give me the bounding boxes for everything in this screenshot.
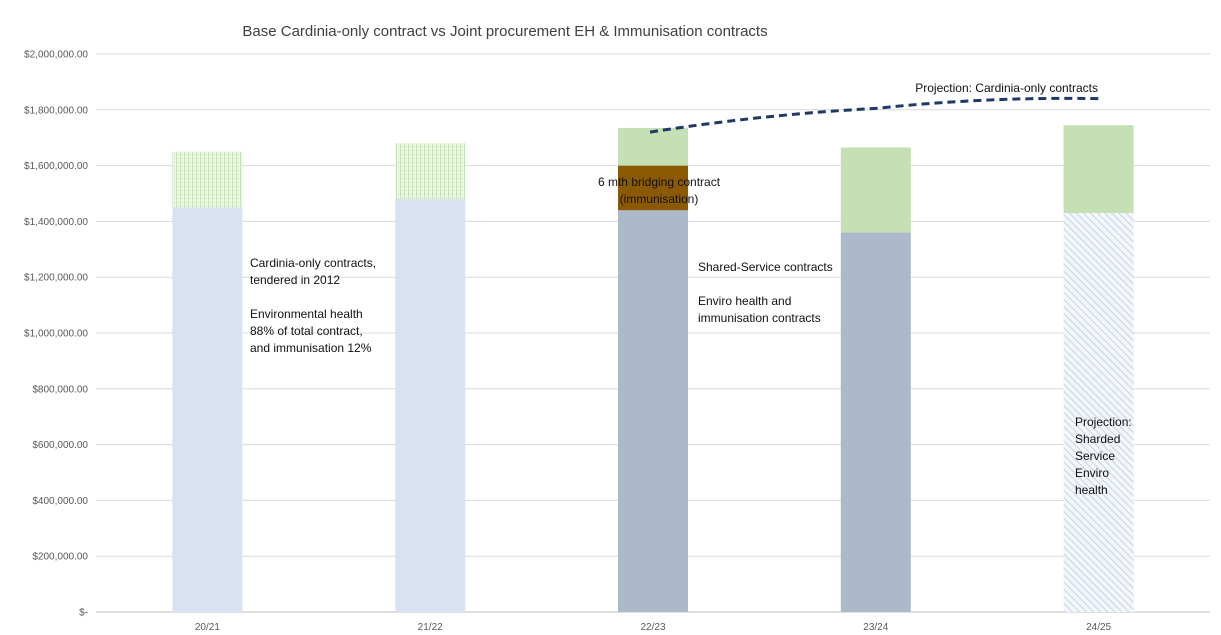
y-tick-label: $1,800,000.00 <box>24 105 88 116</box>
annotation-line: health <box>1075 483 1108 497</box>
annotation-line <box>250 290 253 304</box>
annotation-line: and immunisation 12% <box>250 341 372 355</box>
annotation-line: Shared-Service contracts <box>698 260 833 274</box>
annotation-shared-service: Shared-Service contracts Enviro health a… <box>698 260 833 325</box>
x-tick-label: 20/21 <box>195 622 220 633</box>
chart-title: Base Cardinia-only contract vs Joint pro… <box>242 23 767 40</box>
x-axis-tick-labels: 20/21 21/22 22/23 23/24 24/25 <box>195 622 1112 633</box>
y-tick-label: $200,000.00 <box>32 552 88 563</box>
annotation-line: 88% of total contract, <box>250 324 363 338</box>
bar-segment <box>841 147 911 232</box>
x-tick-label: 22/23 <box>640 622 665 633</box>
annotation-line: (immunisation) <box>620 192 699 206</box>
annotation-line: Projection: Cardinia-only contracts <box>915 81 1098 95</box>
annotation-line: tendered in 2012 <box>250 273 340 287</box>
bar-segment <box>618 210 688 612</box>
bar-segment <box>172 152 242 208</box>
annotation-line: Projection: <box>1075 415 1132 429</box>
y-tick-label: $1,400,000.00 <box>24 217 88 228</box>
bar-segment <box>172 207 242 612</box>
y-tick-label: $1,000,000.00 <box>24 329 88 340</box>
y-axis-tick-labels: $- $200,000.00 $400,000.00 $600,000.00 $800,… <box>24 50 88 619</box>
annotation-line: 6 mth bridging contract <box>598 175 721 189</box>
x-tick-label: 21/22 <box>418 622 443 633</box>
y-tick-label: $800,000.00 <box>32 384 88 395</box>
bar-segment <box>618 128 688 166</box>
x-tick-label: 24/25 <box>1086 622 1111 633</box>
y-tick-label: $1,200,000.00 <box>24 273 88 284</box>
bar-segment <box>841 233 911 612</box>
annotation-line: Enviro <box>1075 466 1109 480</box>
y-tick-label: $2,000,000.00 <box>24 50 88 61</box>
annotation-line: Sharded <box>1075 432 1120 446</box>
projection-line <box>650 98 1099 132</box>
bar-segment <box>1064 125 1134 213</box>
annotation-cardinia-only: Cardinia-only contracts, tendered in 2012… <box>250 256 376 355</box>
bar-segment <box>395 143 465 199</box>
bar-segment <box>1064 213 1134 612</box>
x-tick-label: 23/24 <box>863 622 888 633</box>
y-tick-label: $- <box>79 608 88 619</box>
annotation-line <box>698 277 701 291</box>
bar-segment <box>395 199 465 612</box>
annotation-line: Enviro health and <box>698 294 791 308</box>
y-tick-label: $400,000.00 <box>32 496 88 507</box>
annotation-line: immunisation contracts <box>698 311 821 325</box>
annotation-projection-cardinia: Projection: Cardinia-only contracts <box>915 81 1098 95</box>
y-tick-label: $600,000.00 <box>32 440 88 451</box>
annotation-line: Cardinia-only contracts, <box>250 256 376 270</box>
projection-line-group <box>650 98 1099 132</box>
y-tick-label: $1,600,000.00 <box>24 161 88 172</box>
annotation-line: Service <box>1075 449 1115 463</box>
annotations: Cardinia-only contracts, tendered in 2012… <box>250 81 1132 497</box>
annotation-line: Environmental health <box>250 307 363 321</box>
